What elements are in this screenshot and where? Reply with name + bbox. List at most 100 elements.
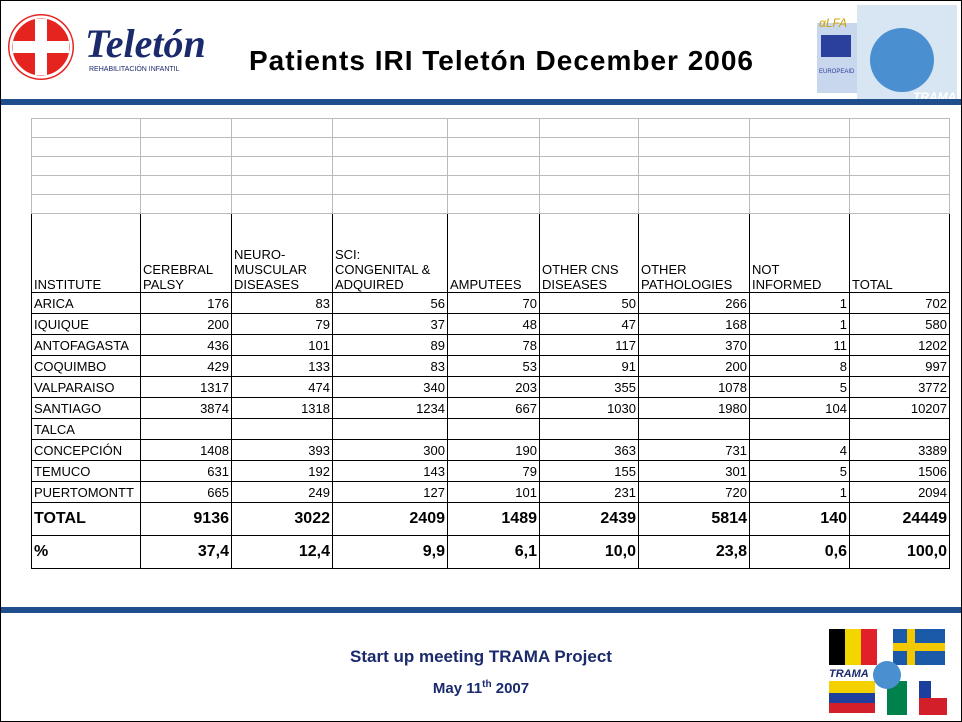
cell: 24449 bbox=[850, 503, 950, 536]
empty-cell bbox=[32, 195, 141, 214]
cell: PUERTOMONTT bbox=[32, 482, 141, 503]
header-cell: SCI:CONGENITAL &ADQUIRED bbox=[333, 214, 448, 293]
header-line: DISEASES bbox=[542, 277, 636, 292]
cell: TOTAL bbox=[32, 503, 141, 536]
title: Patients IRI Teletón December 2006 bbox=[249, 45, 754, 77]
cell: COQUIMBO bbox=[32, 356, 141, 377]
cell bbox=[750, 419, 850, 440]
empty-cell bbox=[750, 195, 850, 214]
empty-cell bbox=[141, 138, 232, 157]
empty-cell bbox=[540, 176, 639, 195]
cell bbox=[333, 419, 448, 440]
cell: 5814 bbox=[639, 503, 750, 536]
logo-name: Teletón bbox=[85, 21, 206, 66]
cell: 363 bbox=[540, 440, 639, 461]
cell: 48 bbox=[448, 314, 540, 335]
cell: 47 bbox=[540, 314, 639, 335]
empty-cell bbox=[750, 119, 850, 138]
empty-cell bbox=[141, 157, 232, 176]
cell: 474 bbox=[232, 377, 333, 398]
empty-cell bbox=[448, 195, 540, 214]
empty-cell bbox=[141, 195, 232, 214]
cell: 56 bbox=[333, 293, 448, 314]
cell: 155 bbox=[540, 461, 639, 482]
cell: 133 bbox=[232, 356, 333, 377]
cell: VALPARAISO bbox=[32, 377, 141, 398]
cell: 436 bbox=[141, 335, 232, 356]
cell: 702 bbox=[850, 293, 950, 314]
cell: 1202 bbox=[850, 335, 950, 356]
empty-cell bbox=[448, 176, 540, 195]
empty-cell bbox=[232, 119, 333, 138]
flags-logo-text: TRAMA bbox=[829, 668, 869, 680]
cell: 79 bbox=[448, 461, 540, 482]
cell: 8 bbox=[750, 356, 850, 377]
cell: 83 bbox=[232, 293, 333, 314]
empty-cell bbox=[448, 157, 540, 176]
data-row: TALCA bbox=[32, 419, 950, 440]
empty-cell bbox=[540, 195, 639, 214]
empty-cell bbox=[141, 176, 232, 195]
divider bbox=[1, 99, 961, 105]
empty-cell bbox=[540, 138, 639, 157]
empty-cell bbox=[750, 157, 850, 176]
header-line: OTHER CNS bbox=[542, 262, 636, 277]
empty-cell bbox=[232, 176, 333, 195]
empty-cell bbox=[32, 138, 141, 157]
cell: 1078 bbox=[639, 377, 750, 398]
cell: 190 bbox=[448, 440, 540, 461]
cell: 665 bbox=[141, 482, 232, 503]
cell: 117 bbox=[540, 335, 639, 356]
empty-row bbox=[32, 138, 950, 157]
empty-cell bbox=[32, 176, 141, 195]
header-line: CEREBRAL bbox=[143, 262, 229, 277]
header-line: DISEASES bbox=[234, 277, 330, 292]
cell: 1980 bbox=[639, 398, 750, 419]
cell bbox=[540, 419, 639, 440]
empty-cell bbox=[750, 176, 850, 195]
cell: ANTOFAGASTA bbox=[32, 335, 141, 356]
cell: 50 bbox=[540, 293, 639, 314]
cell: 3874 bbox=[141, 398, 232, 419]
cell: 101 bbox=[232, 335, 333, 356]
footer-date: May 11th 2007 bbox=[1, 679, 961, 697]
header-line: OTHER bbox=[641, 262, 747, 277]
cell: 168 bbox=[639, 314, 750, 335]
cell: 37 bbox=[333, 314, 448, 335]
cell: 266 bbox=[639, 293, 750, 314]
empty-cell bbox=[448, 138, 540, 157]
empty-cell bbox=[232, 195, 333, 214]
cell: 580 bbox=[850, 314, 950, 335]
empty-cell bbox=[333, 157, 448, 176]
cell: 78 bbox=[448, 335, 540, 356]
cell: 1317 bbox=[141, 377, 232, 398]
cell: 720 bbox=[639, 482, 750, 503]
cell: 9,9 bbox=[333, 536, 448, 569]
cell bbox=[850, 419, 950, 440]
cell: 429 bbox=[141, 356, 232, 377]
cell: 10207 bbox=[850, 398, 950, 419]
cell bbox=[448, 419, 540, 440]
empty-cell bbox=[540, 157, 639, 176]
cell: 667 bbox=[448, 398, 540, 419]
empty-cell bbox=[850, 138, 950, 157]
cell: 2094 bbox=[850, 482, 950, 503]
teleton-logo: Teletón REHABILITACIÓN INFANTIL bbox=[5, 5, 245, 93]
empty-cell bbox=[333, 195, 448, 214]
cell: 3772 bbox=[850, 377, 950, 398]
cell: 631 bbox=[141, 461, 232, 482]
alfa-logo: αLFA bbox=[819, 16, 847, 30]
empty-row bbox=[32, 176, 950, 195]
cell: 231 bbox=[540, 482, 639, 503]
header-cell: INSTITUTE bbox=[32, 214, 141, 293]
europeaid: EUROPEAID bbox=[819, 69, 855, 75]
empty-cell bbox=[850, 176, 950, 195]
